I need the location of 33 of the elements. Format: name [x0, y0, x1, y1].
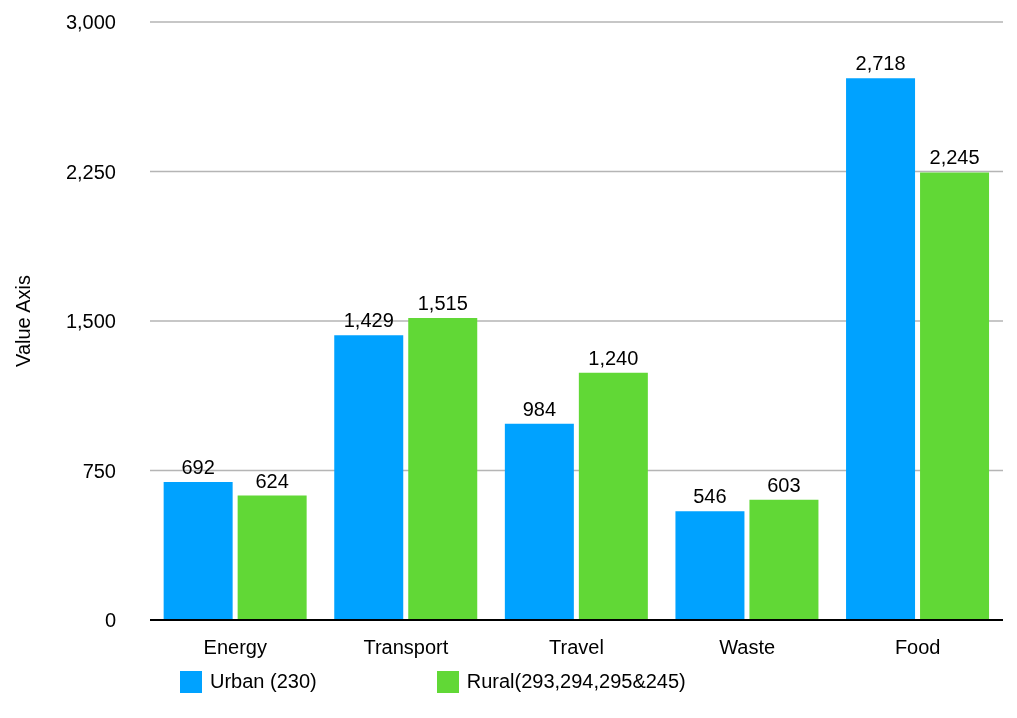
bar — [749, 499, 819, 620]
bar — [504, 423, 574, 620]
data-label: 692 — [181, 456, 215, 479]
bar — [846, 78, 916, 620]
x-tick-label: Transport — [363, 636, 449, 659]
bar — [920, 172, 990, 620]
x-tick-label: Travel — [549, 636, 604, 659]
y-axis-title: Value Axis — [12, 275, 35, 367]
x-tick-label: Food — [894, 636, 941, 659]
legend-label: Rural(293,294,295&245) — [465, 670, 686, 693]
data-label: 603 — [767, 473, 801, 496]
data-label: 546 — [693, 485, 727, 508]
data-label: 984 — [522, 397, 557, 420]
y-tick-label: 750 — [82, 459, 116, 482]
data-label: 1,240 — [588, 346, 639, 369]
x-tick-label: Energy — [203, 636, 267, 659]
y-tick-label: 1,500 — [65, 310, 116, 333]
legend-label: Urban (230) — [209, 670, 317, 693]
y-tick-label: 2,250 — [65, 160, 116, 183]
data-label: 2,245 — [929, 146, 980, 169]
bar — [408, 318, 478, 620]
data-label: 1,429 — [343, 309, 394, 332]
bar — [578, 372, 648, 620]
bar — [675, 511, 745, 620]
bar — [163, 482, 233, 620]
bar — [334, 335, 404, 620]
data-label: 624 — [255, 469, 289, 492]
data-label: 2,718 — [855, 52, 906, 75]
y-tick-label: 3,000 — [65, 11, 116, 34]
y-tick-label: 0 — [104, 609, 116, 632]
data-label: 1,515 — [417, 292, 468, 315]
x-tick-label: Waste — [719, 636, 776, 659]
bar — [237, 495, 307, 620]
